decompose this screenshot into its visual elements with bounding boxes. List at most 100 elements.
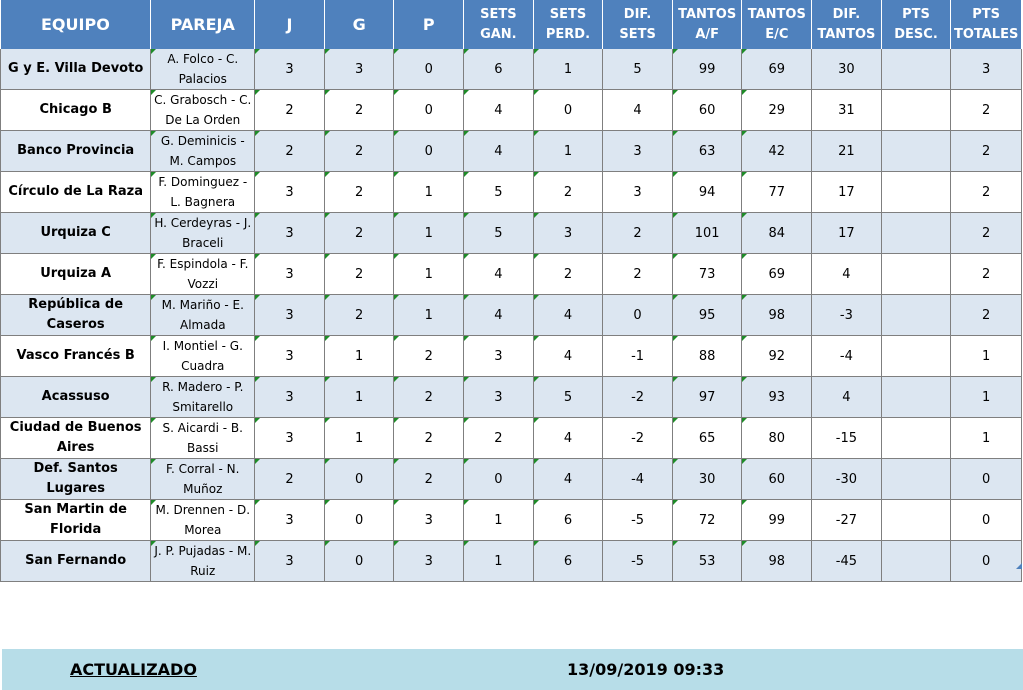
cell-sets-gan[interactable]: 1 (463, 499, 534, 541)
cell-pair[interactable]: S. Aicardi - B. Bassi (150, 417, 256, 459)
cell-sets-perd[interactable]: 6 (533, 540, 604, 582)
cell-sets-gan[interactable]: 1 (463, 540, 534, 582)
cell-p[interactable]: 0 (393, 89, 465, 131)
column-header-tantos-ec[interactable]: TANTOS E/C (741, 0, 813, 49)
cell-pts-desc[interactable] (881, 130, 952, 172)
cell-pts-desc[interactable] (881, 458, 952, 500)
cell-pair[interactable]: F. Dominguez - L. Bagnera (150, 171, 256, 213)
cell-tantos-af[interactable]: 65 (672, 417, 743, 459)
cell-g[interactable]: 2 (324, 171, 395, 213)
cell-pts-desc[interactable] (881, 294, 952, 336)
cell-tantos-af[interactable]: 72 (672, 499, 743, 541)
cell-tantos-af[interactable]: 30 (672, 458, 743, 500)
cell-g[interactable]: 2 (324, 294, 395, 336)
cell-dif-tantos[interactable]: -30 (811, 458, 882, 500)
cell-g[interactable]: 2 (324, 89, 395, 131)
cell-j[interactable]: 3 (254, 171, 325, 213)
cell-tantos-ec[interactable]: 98 (741, 294, 813, 336)
cell-g[interactable]: 1 (324, 376, 395, 418)
cell-pts-desc[interactable] (881, 253, 952, 295)
cell-tantos-af[interactable]: 88 (672, 335, 743, 377)
cell-j[interactable]: 3 (254, 376, 325, 418)
cell-pts-desc[interactable] (881, 376, 952, 418)
cell-sets-gan[interactable]: 4 (463, 130, 534, 172)
column-header-pareja[interactable]: PAREJA (150, 0, 256, 49)
cell-sets-perd[interactable]: 1 (533, 130, 604, 172)
cell-p[interactable]: 1 (393, 253, 465, 295)
cell-pts-desc[interactable] (881, 499, 952, 541)
cell-pts-totales[interactable]: 2 (950, 294, 1022, 336)
cell-dif-tantos[interactable]: -3 (811, 294, 882, 336)
cell-tantos-af[interactable]: 99 (672, 49, 743, 90)
cell-p[interactable]: 1 (393, 171, 465, 213)
cell-dif-tantos[interactable]: 17 (811, 212, 882, 254)
cell-dif-sets[interactable]: 3 (602, 130, 673, 172)
cell-sets-gan[interactable]: 4 (463, 253, 534, 295)
cell-dif-tantos[interactable]: -27 (811, 499, 882, 541)
cell-team[interactable]: Acassuso (0, 376, 152, 418)
cell-dif-sets[interactable]: -5 (602, 540, 673, 582)
cell-tantos-ec[interactable]: 77 (741, 171, 813, 213)
cell-p[interactable]: 1 (393, 294, 465, 336)
cell-tantos-af[interactable]: 94 (672, 171, 743, 213)
cell-pts-totales[interactable]: 0 (950, 458, 1022, 500)
cell-team[interactable]: Chicago B (0, 89, 152, 131)
cell-dif-sets[interactable]: -1 (602, 335, 673, 377)
cell-dif-tantos[interactable]: 30 (811, 49, 882, 90)
cell-sets-gan[interactable]: 6 (463, 49, 534, 90)
cell-pts-totales[interactable]: 1 (950, 335, 1022, 377)
cell-sets-gan[interactable]: 3 (463, 376, 534, 418)
cell-j[interactable]: 3 (254, 540, 325, 582)
cell-j[interactable]: 3 (254, 212, 325, 254)
cell-j[interactable]: 3 (254, 499, 325, 541)
cell-tantos-ec[interactable]: 60 (741, 458, 813, 500)
cell-sets-perd[interactable]: 4 (533, 335, 604, 377)
cell-j[interactable]: 3 (254, 417, 325, 459)
cell-dif-sets[interactable]: -2 (602, 417, 673, 459)
cell-tantos-af[interactable]: 60 (672, 89, 743, 131)
cell-pts-desc[interactable] (881, 417, 952, 459)
cell-sets-gan[interactable]: 3 (463, 335, 534, 377)
cell-g[interactable]: 1 (324, 335, 395, 377)
cell-g[interactable]: 2 (324, 130, 395, 172)
cell-team[interactable]: Banco Provincia (0, 130, 152, 172)
cell-pts-desc[interactable] (881, 540, 952, 582)
cell-sets-perd[interactable]: 4 (533, 294, 604, 336)
cell-sets-perd[interactable]: 5 (533, 376, 604, 418)
cell-dif-tantos[interactable]: 21 (811, 130, 882, 172)
cell-pts-totales[interactable]: 2 (950, 171, 1022, 213)
cell-g[interactable]: 0 (324, 540, 395, 582)
cell-pts-totales[interactable]: 0 (950, 499, 1022, 541)
cell-dif-sets[interactable]: -2 (602, 376, 673, 418)
cell-p[interactable]: 2 (393, 417, 465, 459)
cell-sets-perd[interactable]: 0 (533, 89, 604, 131)
cell-pair[interactable]: I. Montiel - G. Cuadra (150, 335, 256, 377)
cell-tantos-af[interactable]: 101 (672, 212, 743, 254)
cell-dif-sets[interactable]: 2 (602, 212, 673, 254)
column-header-sets-gan[interactable]: SETS GAN. (463, 0, 534, 49)
cell-pair[interactable]: A. Folco - C. Palacios (150, 49, 256, 90)
cell-sets-gan[interactable]: 5 (463, 212, 534, 254)
cell-tantos-af[interactable]: 95 (672, 294, 743, 336)
cell-pts-totales[interactable]: 2 (950, 130, 1022, 172)
cell-g[interactable]: 1 (324, 417, 395, 459)
cell-p[interactable]: 3 (393, 540, 465, 582)
cell-g[interactable]: 0 (324, 458, 395, 500)
cell-pts-desc[interactable] (881, 335, 952, 377)
cell-sets-gan[interactable]: 5 (463, 171, 534, 213)
cell-pts-desc[interactable] (881, 171, 952, 213)
cell-team[interactable]: San Martin de Florida (0, 499, 152, 541)
cell-pair[interactable]: F. Espindola - F. Vozzi (150, 253, 256, 295)
column-header-pts-desc[interactable]: PTS DESC. (881, 0, 952, 49)
table-resize-handle[interactable] (1016, 563, 1022, 569)
cell-p[interactable]: 3 (393, 499, 465, 541)
cell-j[interactable]: 3 (254, 335, 325, 377)
cell-sets-perd[interactable]: 2 (533, 253, 604, 295)
cell-pair[interactable]: C. Grabosch - C. De La Orden (150, 89, 256, 131)
cell-p[interactable]: 2 (393, 335, 465, 377)
cell-pts-totales[interactable]: 3 (950, 49, 1022, 90)
cell-j[interactable]: 2 (254, 458, 325, 500)
cell-tantos-ec[interactable]: 92 (741, 335, 813, 377)
cell-pair[interactable]: G. Deminicis - M. Campos (150, 130, 256, 172)
cell-pts-desc[interactable] (881, 212, 952, 254)
